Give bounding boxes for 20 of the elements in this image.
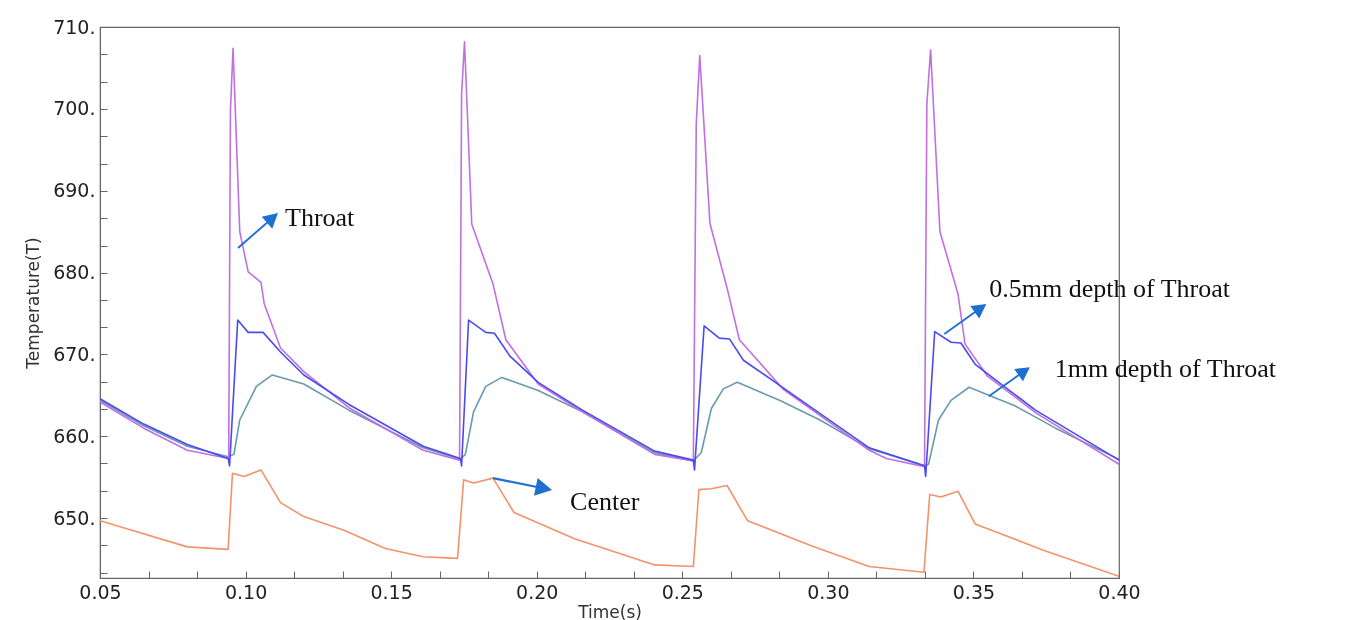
y-tick-label: 680. — [53, 261, 96, 284]
x-tick-label: 0.25 — [661, 580, 704, 603]
x-tick-label: 0.40 — [1098, 580, 1141, 603]
x-tick-label: 0.05 — [79, 580, 122, 603]
line-series — [100, 469, 1119, 578]
x-tick-label: 0.20 — [516, 580, 559, 603]
y-tick-label: 700. — [53, 97, 96, 120]
x-axis-title: Time(s) — [577, 601, 642, 620]
y-axis-title: Temperature(T) — [23, 237, 44, 370]
y-tick-label: 660. — [53, 424, 96, 447]
x-tick-label: 0.15 — [370, 580, 413, 603]
annotation: Center — [570, 487, 640, 517]
y-tick-label: 690. — [53, 179, 96, 202]
y-tick-label: 670. — [53, 342, 96, 365]
annotation: Throat — [285, 203, 356, 233]
y-tick-label: 650. — [53, 506, 96, 529]
x-tick-label: 0.10 — [224, 580, 268, 603]
x-tick-label: 0.35 — [952, 580, 996, 603]
x-tick-label: 0.30 — [807, 580, 850, 603]
y-tick-label: 710. — [53, 15, 96, 38]
